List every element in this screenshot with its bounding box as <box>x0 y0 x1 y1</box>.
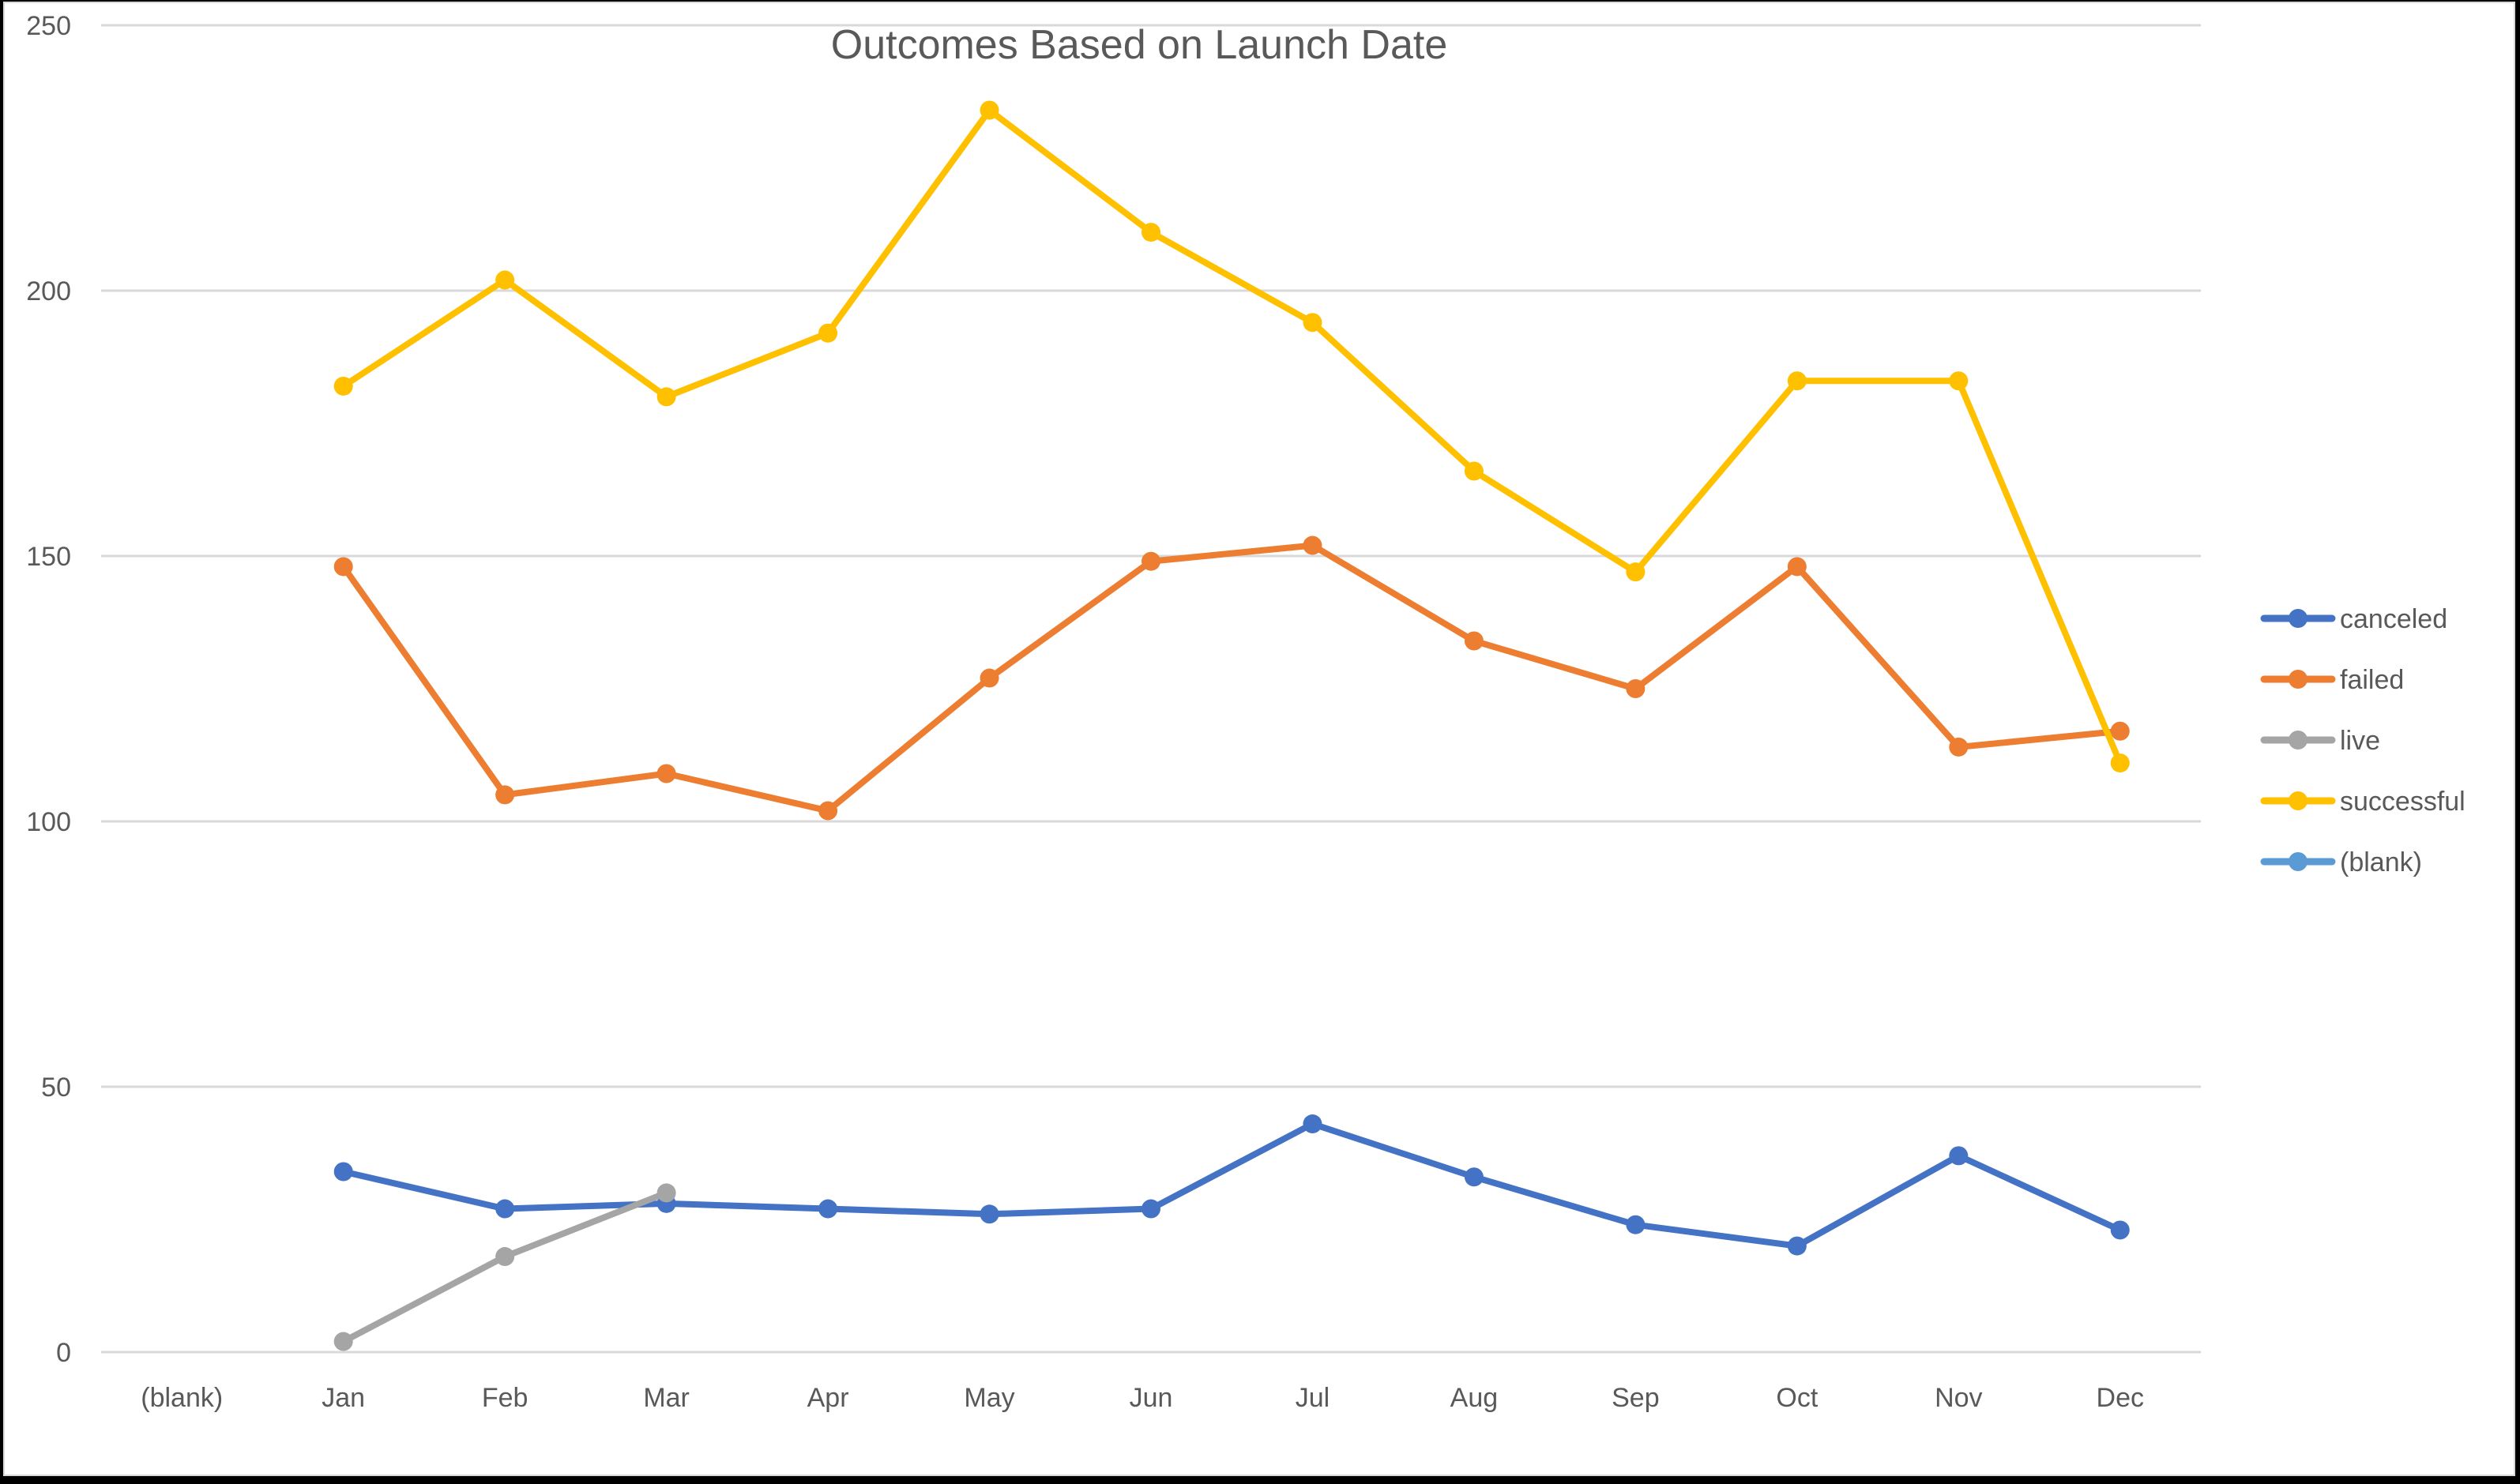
data-point-marker[interactable] <box>495 270 515 290</box>
data-point-marker[interactable] <box>1787 1236 1807 1256</box>
data-point-marker[interactable] <box>656 764 676 783</box>
data-point-marker[interactable] <box>1626 679 1646 698</box>
series-line <box>340 107 2123 767</box>
x-tick-label: Oct <box>1776 1383 1818 1413</box>
data-point-marker[interactable] <box>1626 1215 1646 1234</box>
legend-marker-icon <box>2289 852 2307 871</box>
y-tick-label: 50 <box>41 1073 71 1103</box>
data-point-marker[interactable] <box>333 557 353 577</box>
data-point-marker[interactable] <box>1949 371 1969 391</box>
data-point-marker[interactable] <box>1626 562 1646 582</box>
legend-label: successful <box>2340 787 2465 817</box>
legend[interactable]: canceled failed live successful (blank) <box>2260 604 2465 877</box>
data-point-marker[interactable] <box>2110 1220 2130 1240</box>
legend-item-live[interactable]: live <box>2260 726 2380 756</box>
data-point-marker[interactable] <box>495 1199 515 1219</box>
series-successful[interactable] <box>333 100 2130 773</box>
x-tick-label: Nov <box>1935 1383 1982 1413</box>
x-tick-label: Apr <box>807 1383 849 1413</box>
chart-title: Outcomes Based on Launch Date <box>831 22 1447 68</box>
data-point-marker[interactable] <box>1303 1114 1322 1134</box>
data-point-marker[interactable] <box>656 1183 676 1203</box>
x-tick-label: Mar <box>643 1383 690 1413</box>
x-tick-label: (blank) <box>141 1383 223 1413</box>
legend-marker-icon <box>2289 670 2307 689</box>
data-point-marker[interactable] <box>980 1204 999 1224</box>
data-point-marker[interactable] <box>1949 1146 1969 1166</box>
data-point-marker[interactable] <box>656 387 676 407</box>
data-point-marker[interactable] <box>333 1162 353 1182</box>
legend-label: (blank) <box>2340 847 2422 877</box>
legend-item-canceled[interactable]: canceled <box>2260 604 2447 634</box>
gridlines <box>101 24 2201 1354</box>
legend-marker-icon <box>2289 791 2307 810</box>
data-point-marker[interactable] <box>1142 1199 1160 1219</box>
data-point-marker[interactable] <box>1787 557 1807 577</box>
series-live[interactable] <box>333 1183 676 1351</box>
chart-area <box>3 2 2515 1476</box>
data-point-marker[interactable] <box>980 668 999 688</box>
data-point-marker[interactable] <box>1464 631 1484 651</box>
y-tick-label: 0 <box>56 1338 71 1368</box>
legend-item-blank[interactable]: (blank) <box>2260 847 2422 877</box>
x-tick-label: Jun <box>1130 1383 1173 1413</box>
legend-label: failed <box>2340 665 2404 695</box>
series-line <box>340 1121 2123 1249</box>
series-line <box>340 542 2123 814</box>
data-point-marker[interactable] <box>1464 461 1484 481</box>
data-point-marker[interactable] <box>818 323 838 343</box>
data-point-marker[interactable] <box>1303 313 1322 332</box>
data-point-marker[interactable] <box>2110 721 2130 741</box>
data-point-marker[interactable] <box>2110 753 2130 773</box>
legend-marker-icon <box>2289 731 2307 750</box>
legend-item-failed[interactable]: failed <box>2260 665 2404 695</box>
data-point-marker[interactable] <box>1949 737 1969 757</box>
y-tick-label: 150 <box>26 542 71 572</box>
x-tick-label: Jan <box>322 1383 365 1413</box>
data-point-marker[interactable] <box>495 785 515 805</box>
x-tick-label: Aug <box>1450 1383 1499 1413</box>
data-point-marker[interactable] <box>1787 371 1807 391</box>
data-point-marker[interactable] <box>818 1199 838 1219</box>
x-tick-label: Feb <box>482 1383 528 1413</box>
x-axis-labels: (blank) Jan Feb Mar Apr May Jun Jul Aug Sep Oct Nov… <box>141 1383 2144 1413</box>
data-point-marker[interactable] <box>1142 223 1160 242</box>
plot-series <box>333 100 2130 1351</box>
legend-label: canceled <box>2340 604 2447 634</box>
legend-marker-icon <box>2289 609 2307 628</box>
data-point-marker[interactable] <box>495 1247 515 1267</box>
x-tick-label: Dec <box>2097 1383 2144 1413</box>
series-failed[interactable] <box>333 535 2130 821</box>
x-tick-label: May <box>964 1383 1014 1413</box>
y-tick-label: 100 <box>26 807 71 837</box>
y-tick-label: 250 <box>26 11 71 41</box>
data-point-marker[interactable] <box>333 1332 353 1351</box>
legend-item-successful[interactable]: successful <box>2260 787 2465 817</box>
data-point-marker[interactable] <box>333 376 353 396</box>
data-point-marker[interactable] <box>1464 1167 1484 1187</box>
data-point-marker[interactable] <box>1303 535 1322 555</box>
data-point-marker[interactable] <box>980 100 999 120</box>
data-point-marker[interactable] <box>818 801 838 821</box>
x-tick-label: Jul <box>1296 1383 1330 1413</box>
y-tick-label: 200 <box>26 276 71 306</box>
y-axis-labels: 0 50 100 150 200 250 <box>26 11 71 1368</box>
legend-label: live <box>2340 726 2380 756</box>
series-canceled[interactable] <box>333 1114 2130 1256</box>
x-tick-label: Sep <box>1612 1383 1660 1413</box>
data-point-marker[interactable] <box>1142 551 1160 571</box>
